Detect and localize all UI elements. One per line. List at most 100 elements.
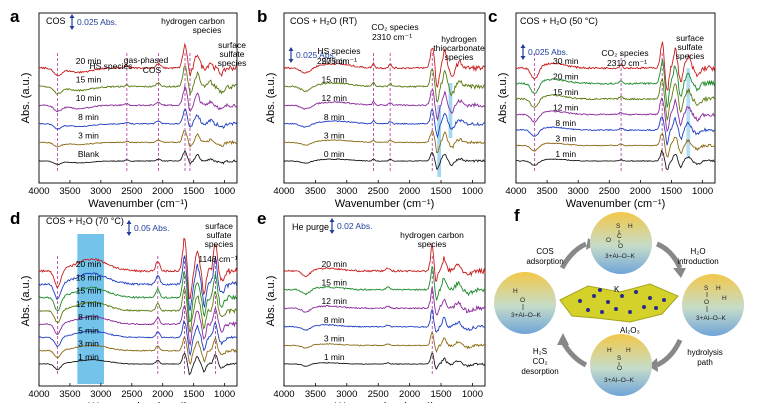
x-tick-label: 3000 (336, 186, 357, 197)
series-line-15-min (38, 65, 238, 96)
series-label: 15 min (76, 286, 102, 296)
svg-text:3+Al–O–K: 3+Al–O–K (605, 253, 635, 260)
series-label: 3 min (324, 130, 345, 140)
scale-bar-label: 0.02 Abs. (337, 221, 372, 231)
arrow-head-icon (557, 333, 569, 345)
svg-text:O: O (520, 297, 525, 304)
series-label: 12 min (553, 103, 579, 113)
x-tick-label: 1000 (462, 186, 483, 197)
series-line-15-min (515, 78, 716, 122)
panel-letter: c (488, 7, 497, 26)
svg-text:H: H (607, 347, 612, 354)
x-tick-label: 1500 (661, 186, 682, 197)
series-label: 15 min (321, 75, 347, 85)
molecule-right: S H O H 3+Al–O–K (696, 285, 727, 322)
y-axis-label: Abs. (a.u.) (265, 276, 277, 327)
desorption-line1: H₂S (533, 347, 547, 356)
x-axis-label: Wavenumber (cm⁻¹) (88, 198, 188, 210)
svg-text:O: O (704, 299, 709, 306)
svg-text:C: C (617, 233, 622, 240)
series-line-3-min (283, 331, 486, 353)
series-label: 12 min (321, 296, 347, 306)
series-label: 1 min (78, 352, 99, 362)
series-line-blank (38, 150, 238, 166)
svg-text:O: O (617, 365, 622, 372)
svg-text:O: O (618, 243, 623, 250)
x-tick-label: 2500 (599, 186, 620, 197)
scale-arrow-icon (69, 14, 75, 18)
series-line-12-min (515, 97, 716, 133)
site-bottom-circle (590, 334, 652, 396)
molecule-left: H O 3+Al–O–K (511, 288, 541, 319)
series-line-30-min (516, 41, 716, 91)
x-tick-label: 3000 (568, 186, 589, 197)
series-line-20-min (283, 47, 486, 88)
plot-frame (283, 12, 486, 184)
series-line-8-min (515, 116, 716, 146)
series-line-1-min (515, 149, 716, 170)
series-label: 30 min (553, 56, 579, 66)
series-line-15-min (283, 266, 486, 301)
panel-b: 4000 3500 3000 2500 2000 1500 1000 Wavenumber (… (257, 7, 486, 210)
x-tick-label: 2500 (121, 186, 142, 197)
svg-text:H: H (628, 223, 633, 230)
x-tick-label: 1500 (183, 389, 204, 400)
panel-f-schematic: f K Al₂O₃ (494, 206, 744, 396)
x-axis-label: Wavenumber (cm⁻¹) (566, 198, 666, 210)
svg-text:H: H (722, 295, 727, 302)
x-tick-label: 4000 (505, 186, 526, 197)
y-axis-label: Abs. (a.u.) (265, 73, 277, 124)
plot-frame (38, 12, 238, 184)
series-line-8-min (38, 304, 238, 347)
panel-letter: a (10, 7, 20, 26)
annotation-0: HS species (318, 46, 361, 56)
x-tick-label: 3500 (305, 186, 326, 197)
series-line-0-min (283, 151, 486, 170)
cos-adsorption-line1: COS (536, 247, 553, 256)
series-label: 8 min (78, 112, 99, 122)
annotation-0: hydrogen carbon (400, 230, 464, 240)
x-tick-label: 1500 (430, 186, 451, 197)
scale-arrow-icon (520, 44, 526, 48)
scale-arrow-icon (329, 230, 335, 234)
annotation-5: thiocarbonate (433, 43, 485, 53)
series-line-10-min (38, 85, 238, 113)
series-line-1-min (283, 352, 486, 370)
series-line-12-min (283, 287, 486, 316)
y-axis-label: Abs. (a.u.) (20, 73, 32, 124)
plot-frame (283, 215, 486, 387)
series-label: 20 min (321, 259, 347, 269)
k-label: K (614, 285, 620, 294)
annotation-4: species (193, 25, 222, 35)
x-tick-label: 1000 (462, 389, 483, 400)
x-tick-label: 1000 (214, 186, 235, 197)
h2o-introduction-line1: H₂O (690, 247, 705, 256)
series-label: 18 min (76, 272, 102, 282)
panel-letter: d (10, 209, 20, 228)
svg-text:3+Al–O–K: 3+Al–O–K (511, 312, 541, 319)
annotation-1: gas-phased (124, 55, 169, 65)
annotation-4: species (676, 51, 705, 61)
series-label: Blank (78, 149, 100, 159)
hydrolysis-path-line1: hydrolysis (687, 348, 723, 357)
scale-arrow-icon (288, 59, 294, 63)
scale-bar-label: 0.05 Abs. (134, 223, 169, 233)
series-label: 1 min (324, 352, 345, 362)
annotation-1: species (418, 239, 447, 249)
panel-e: 4000 3500 3000 2500 2000 1500 1000 Wavenumber (… (257, 209, 486, 403)
panel-letter: e (257, 209, 266, 228)
series-label: 8 min (324, 112, 345, 122)
x-tick-label: 1000 (692, 186, 713, 197)
plot-frame (38, 215, 238, 387)
series-line-8-min (283, 108, 486, 139)
annotation-0: surface (205, 221, 233, 231)
x-tick-label: 4000 (28, 389, 49, 400)
annotation-5: surface (218, 40, 246, 50)
highlight-band (686, 68, 691, 158)
scale-arrow-icon (126, 220, 132, 224)
series-line-3-min (38, 336, 238, 366)
series-label: 8 min (324, 315, 345, 325)
series-line-12-min (283, 89, 486, 122)
scale-bar-label: 0.025 Abs. (528, 47, 568, 57)
condition-label: COS + H₂O (70 °C) (46, 216, 124, 226)
